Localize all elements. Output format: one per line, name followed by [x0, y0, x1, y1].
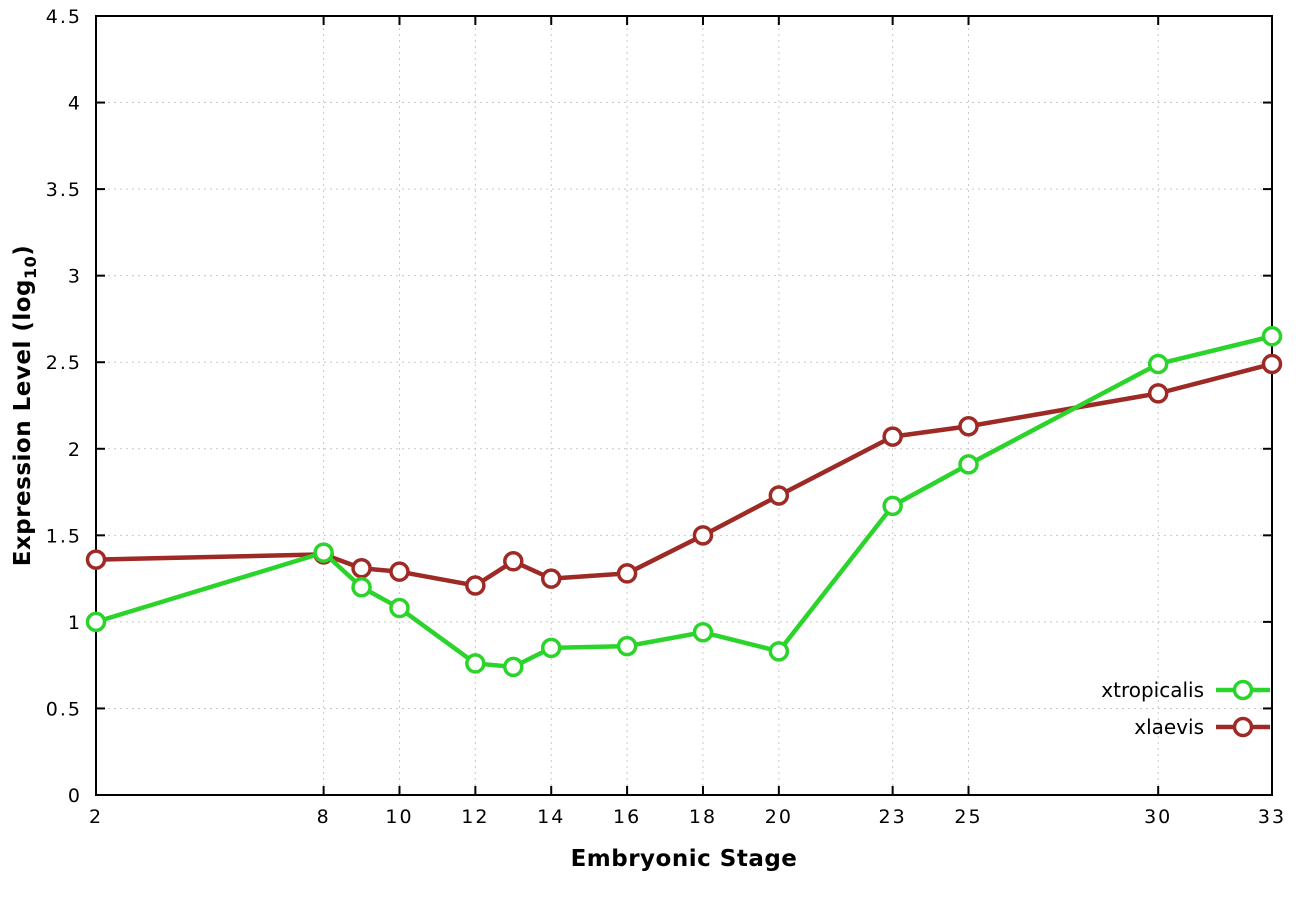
y-tick-label: 0.5: [46, 698, 82, 720]
data-point-xtropicalis: [351, 577, 372, 598]
data-point-xlaevis: [958, 416, 979, 437]
x-tick-label: 33: [1258, 806, 1286, 828]
legend-label-xlaevis: xlaevis: [1134, 715, 1204, 739]
data-point-xlaevis: [465, 575, 486, 596]
data-point-xtropicalis: [768, 641, 790, 662]
data-point-xtropicalis: [465, 653, 486, 674]
data-point-xtropicalis: [616, 635, 638, 657]
y-tick-label: 0: [68, 785, 82, 807]
data-point-xtropicalis: [882, 495, 903, 517]
y-tick-label: 4: [68, 93, 82, 115]
data-point-xtropicalis: [503, 656, 524, 678]
data-point-xtropicalis: [313, 542, 334, 563]
data-point-xtropicalis: [958, 454, 979, 475]
data-point-xtropicalis: [540, 637, 562, 659]
legend-marker-xlaevis: [1232, 716, 1254, 738]
data-point-xlaevis: [540, 568, 562, 589]
data-point-xlaevis: [85, 549, 107, 570]
data-point-xlaevis: [882, 426, 903, 447]
y-axis-label: Expression Level (log10): [10, 245, 40, 567]
data-point-xlaevis: [768, 485, 790, 506]
data-point-xlaevis: [351, 557, 372, 579]
y-tick-label: 1.5: [46, 525, 82, 547]
x-tick-label: 16: [613, 806, 641, 828]
x-axis-label: Embryonic Stage: [571, 846, 798, 872]
y-tick-label: 3.5: [46, 179, 82, 201]
data-point-xlaevis: [1261, 353, 1283, 375]
data-point-xtropicalis: [85, 611, 107, 633]
data-point-xtropicalis: [1147, 353, 1169, 375]
x-tick-label: 23: [879, 806, 907, 828]
legend-marker-xtropicalis: [1232, 679, 1254, 701]
y-tick-label: 1: [68, 612, 82, 634]
series-line-xtropicalis: [93, 334, 1275, 670]
x-tick-label: 18: [689, 806, 717, 828]
data-point-xlaevis: [389, 561, 410, 582]
y-tick-label: 2.5: [46, 352, 82, 374]
data-point-xtropicalis: [1261, 326, 1283, 347]
x-tick-label: 2: [89, 806, 103, 828]
data-point-xlaevis: [1147, 383, 1169, 404]
x-tick-label: 8: [317, 806, 331, 828]
plot-border: [95, 15, 1273, 796]
x-tick-label: 30: [1144, 806, 1172, 828]
x-tick-label: 25: [954, 806, 982, 828]
data-point-xlaevis: [692, 525, 714, 546]
data-point-xlaevis: [503, 551, 524, 572]
y-tick-label: 4.5: [46, 6, 82, 28]
data-point-xtropicalis: [692, 622, 714, 643]
x-tick-label: 12: [461, 806, 489, 828]
x-tick-label: 10: [385, 806, 413, 828]
y-tick-label: 3: [68, 266, 82, 288]
data-point-xtropicalis: [389, 597, 410, 619]
x-tick-label: 20: [765, 806, 793, 828]
x-tick-label: 14: [537, 806, 565, 828]
y-tick-label: 2: [68, 439, 82, 461]
data-point-xlaevis: [616, 563, 638, 584]
legend-label-xtropicalis: xtropicalis: [1101, 678, 1204, 702]
